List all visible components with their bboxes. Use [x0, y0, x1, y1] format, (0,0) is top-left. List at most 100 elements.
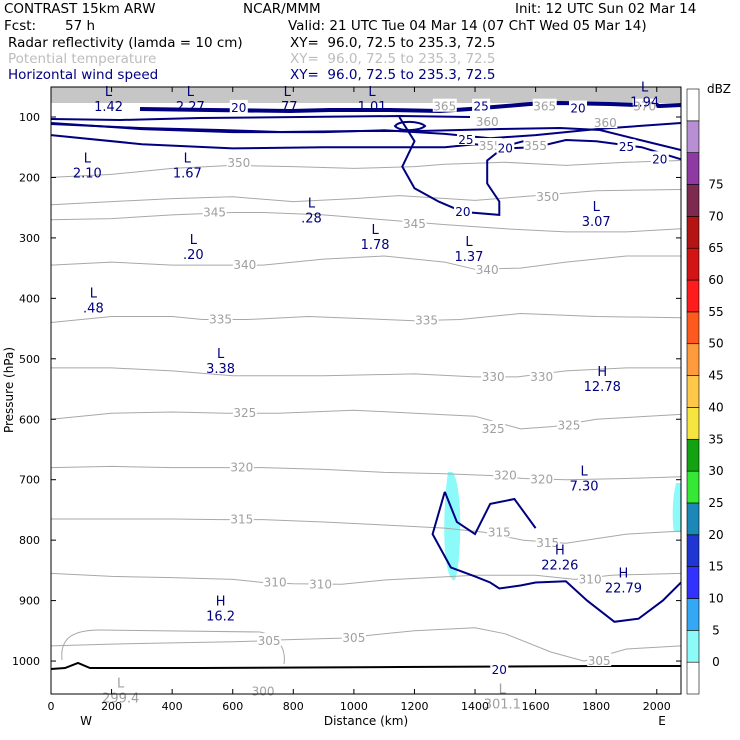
colorbar-swatch-14: [686, 216, 700, 249]
extremum-value-3: 1.01: [358, 100, 387, 115]
wind-label-3: 20: [498, 141, 513, 155]
y-tick-label-3: 400: [19, 292, 40, 305]
extremum-value-0: 1.42: [94, 100, 123, 115]
y-tick-label-1: 200: [19, 171, 40, 184]
colorbar-level-9: 45: [708, 369, 723, 383]
theta-label-21: 310: [579, 572, 602, 586]
colorbar-swatch-10: [686, 343, 700, 376]
theta-contour-surface-loop: [61, 629, 285, 665]
x-tick-label-9: 1800: [582, 700, 610, 713]
upper-jet-band-3: [51, 123, 681, 151]
wind-label-bg-8: [490, 662, 509, 676]
x-tick-label-3: 600: [222, 700, 243, 713]
extrema-labels: L1.42L2.27L.77L1.01L1.94L2.10L1.67L.28L1…: [73, 80, 659, 712]
extremum-value-14: 12.78: [584, 380, 621, 395]
x-tick-label-10: 2000: [643, 700, 671, 713]
theta-label-bg-22: [257, 633, 282, 647]
extremum-kind-16: H: [555, 543, 565, 558]
theta-label-bg-0: [226, 154, 251, 168]
wind-label-8: 20: [492, 663, 507, 677]
extremum-kind-5: L: [84, 152, 92, 167]
colorbar-level-0: 0: [712, 655, 720, 669]
x-tick-label-2: 400: [162, 700, 183, 713]
extremum-kind-4: L: [641, 80, 649, 95]
x-tick-label-0: 0: [48, 700, 55, 713]
wind-contour-3: [431, 491, 681, 623]
theta-label-bg-11: [481, 420, 506, 434]
theta-label-bg-5: [475, 261, 500, 275]
theta-contour-3: [51, 255, 681, 270]
x-tick-label-1: 200: [101, 700, 122, 713]
theta-label-bg-19: [263, 574, 288, 588]
y-tick-label-4: 500: [19, 353, 40, 366]
reflectivity-patch-2: [672, 483, 681, 532]
wind-label-4: 20: [455, 205, 470, 219]
theta-label-bg-1: [202, 204, 227, 218]
extremum-kind-19: L: [117, 676, 125, 691]
theta-label-18: 315: [536, 536, 559, 550]
colorbar-swatch-13: [686, 247, 700, 281]
theta-label-10: 325: [233, 406, 256, 420]
theta-label-bg-21: [578, 571, 603, 585]
theta-label-16: 315: [230, 513, 253, 527]
theta-label-32: 355: [524, 139, 547, 153]
colorbar-swatch-16: [686, 152, 700, 185]
field-reflectivity-xy: XY= 96.0, 72.5 to 235.3, 72.5: [290, 35, 496, 51]
colorbar-swatch-1: [686, 630, 700, 663]
theta-label-6: 335: [209, 313, 232, 327]
theta-label-bg-30: [632, 98, 657, 112]
theta-label-bg-13: [229, 459, 254, 473]
theta-label-17: 315: [488, 525, 511, 539]
y-tick-label-8: 900: [19, 595, 40, 608]
colorbar-level-5: 25: [708, 496, 723, 510]
theta-label-bg-6: [208, 311, 233, 325]
y-tick-label-5: 600: [19, 413, 40, 426]
wind-label-bg-2: [456, 131, 475, 145]
x-tick-label-6: 1200: [400, 700, 428, 713]
extremum-kind-15: L: [580, 465, 588, 480]
wind-label-bg-7: [650, 151, 669, 165]
field-wind-xy: XY= 96.0, 72.5 to 235.3, 72.5: [290, 67, 496, 83]
theta-label-0: 350: [227, 156, 250, 170]
wind-label-0: 20: [231, 101, 246, 115]
plot-frame: [50, 86, 682, 695]
extremum-value-10: 3.07: [582, 215, 611, 230]
wind-label-7: 20: [652, 152, 667, 166]
colorbar-level-4: 20: [708, 528, 723, 542]
x-tick-label-5: 1000: [340, 700, 368, 713]
extremum-kind-2: L: [284, 85, 292, 100]
x-tick-label-8: 1600: [522, 700, 550, 713]
wind-label-6: 25: [619, 140, 634, 154]
y-tick-label-7: 800: [19, 534, 40, 547]
extremum-value-2: .77: [277, 100, 298, 115]
theta-label-7: 335: [415, 314, 438, 328]
wind-label-bg-0: [229, 99, 248, 113]
x-axis-title: Distance (km): [324, 714, 408, 728]
theta-label-bg-17: [487, 524, 512, 538]
wind-label-bg-6: [617, 139, 636, 153]
theta-label-bg-10: [232, 405, 257, 419]
colorbar-level-8: 40: [708, 400, 723, 414]
colorbar-level-14: 70: [708, 209, 723, 223]
colorbar: 0 5 10 15 20 25 30 35 40 45 50 55 60 65 70 75: [686, 88, 724, 695]
extremum-kind-18: H: [216, 595, 226, 610]
colorbar-swatch-12: [686, 279, 700, 313]
extremum-kind-20: L: [499, 682, 507, 697]
extremum-value-11: .20: [183, 248, 204, 263]
extremum-kind-6: L: [184, 152, 192, 167]
extremum-kind-3: L: [368, 85, 376, 100]
extremum-value-6: 1.67: [173, 167, 202, 182]
colorbar-level-13: 65: [708, 241, 723, 255]
colorbar-swatch-18: [686, 88, 700, 122]
wind-contour-0: [51, 122, 681, 140]
west-label: W: [80, 714, 92, 728]
upper-theta-band: [51, 87, 681, 103]
extremum-kind-10: L: [593, 200, 601, 215]
colorbar-level-15: 75: [708, 178, 723, 192]
theta-label-2: 345: [403, 217, 426, 231]
theta-label-19: 310: [264, 575, 287, 589]
theta-label-4: 340: [233, 258, 256, 272]
model-title: CONTRAST 15km ARW: [4, 1, 156, 17]
extremum-kind-7: L: [308, 196, 316, 211]
extremum-value-1: 2.27: [176, 100, 205, 115]
